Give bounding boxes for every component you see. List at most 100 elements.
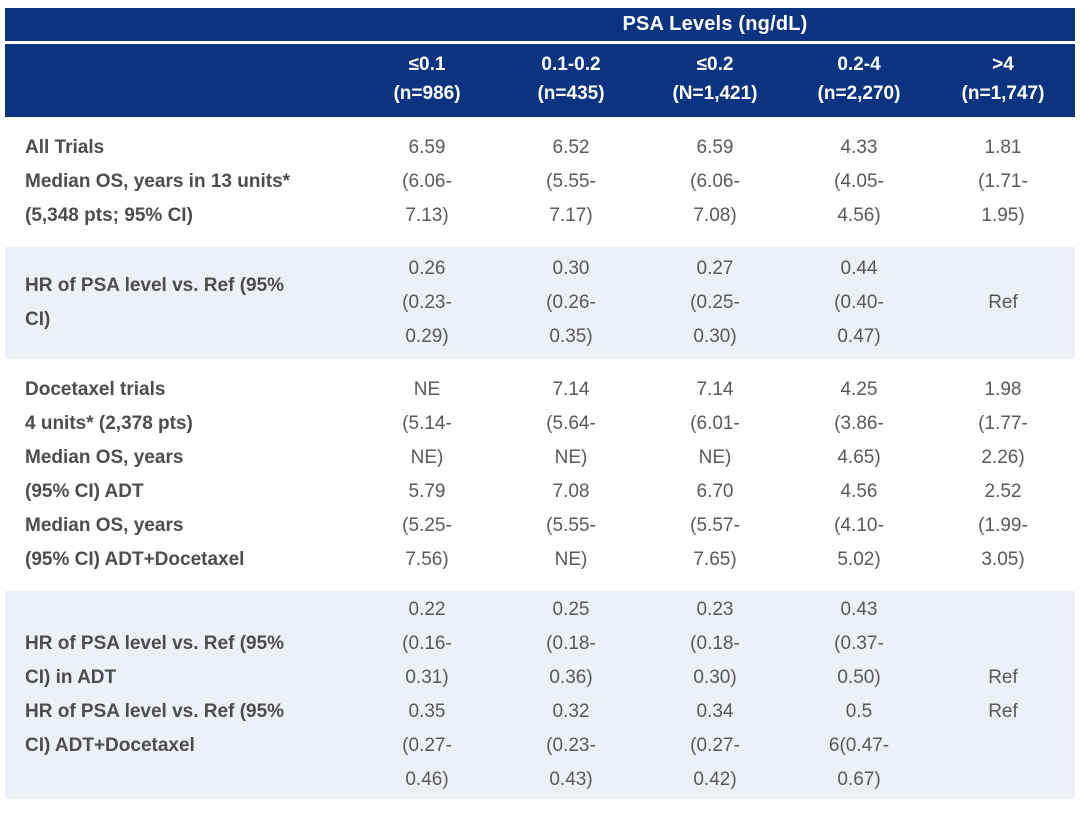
- value-line: (0.37-: [834, 633, 884, 654]
- value-line: 7.17): [549, 205, 593, 226]
- value-line: Ref: [988, 292, 1018, 313]
- value-line: 1.98: [984, 379, 1022, 400]
- row-label-line: CI) in ADT: [25, 667, 117, 688]
- table-title-band: PSA Levels (ng/dL): [5, 8, 1075, 41]
- column-headers: ≤0.1 (n=986) 0.1-0.2 (n=435) ≤0.2 (N=1,421) 0.…: [5, 44, 1075, 117]
- value-line: 0.26: [408, 258, 446, 279]
- value-line: 0.35): [549, 326, 593, 347]
- row-label-line: CI): [25, 309, 51, 330]
- table-title: PSA Levels (ng/dL): [622, 13, 808, 35]
- value-line: NE): [554, 549, 588, 570]
- row-label-line: HR of PSA level vs. Ref (95%: [25, 275, 285, 296]
- row-label: Docetaxel trials 4 units* (2,378 pts) Medi…: [5, 373, 355, 577]
- value-line: 0.42): [693, 769, 737, 790]
- value-cell-0: 0.26 (0.23- 0.29): [355, 252, 499, 354]
- value-cell-2: 0.23 (0.18- 0.30) 0.34 (0.27- 0.42): [643, 593, 787, 797]
- value-line: 0.50): [837, 667, 881, 688]
- value-line: (1.77-: [978, 413, 1028, 434]
- column-range: >4: [992, 54, 1014, 75]
- value-cell-1: 0.30 (0.26- 0.35): [499, 252, 643, 354]
- value-cell-0: 6.59 (6.06- 7.13): [355, 131, 499, 233]
- value-line: 0.67): [837, 769, 881, 790]
- value-cell-2: 7.14 (6.01- NE) 6.70 (5.57- 7.65): [643, 373, 787, 577]
- value-line: (5.64-: [546, 413, 596, 434]
- value-line: 7.14: [552, 379, 590, 400]
- value-line: 7.14: [696, 379, 734, 400]
- value-line: (0.23-: [402, 292, 452, 313]
- value-line: (0.25-: [690, 292, 740, 313]
- value-cell-0: 0.22 (0.16- 0.31) 0.35 (0.27- 0.46): [355, 593, 499, 797]
- value-line: (0.40-: [834, 292, 884, 313]
- value-line: 6.59: [408, 137, 446, 158]
- value-line: 3.05): [981, 549, 1025, 570]
- value-line: 0.25: [552, 599, 590, 620]
- value-line: (4.10-: [834, 515, 884, 536]
- value-cell-3: 0.44 (0.40- 0.47): [787, 252, 931, 354]
- column-header-spacer: [5, 50, 355, 108]
- value-line: 5.79: [408, 481, 446, 502]
- value-line: 6.59: [696, 137, 734, 158]
- value-line: (5.25-: [402, 515, 452, 536]
- value-line: 0.30: [552, 258, 590, 279]
- value-line: 0.43: [840, 599, 878, 620]
- value-cell-4: Ref: [931, 252, 1075, 354]
- value-line: 4.25: [840, 379, 878, 400]
- value-line: 7.08: [552, 481, 590, 502]
- value-cell-4: 1.81 (1.71- 1.95): [931, 131, 1075, 233]
- row-label: HR of PSA level vs. Ref (95% CI) in ADT HR…: [5, 593, 355, 797]
- value-line: Ref: [988, 667, 1018, 688]
- value-line: 7.56): [405, 549, 449, 570]
- value-line: 2.52: [984, 481, 1022, 502]
- row-label: All Trials Median OS, years in 13 units* (…: [5, 131, 355, 233]
- row-label-line: CI) ADT+Docetaxel: [25, 735, 195, 756]
- table-body: All Trials Median OS, years in 13 units* (…: [5, 117, 1075, 799]
- value-line: (6.06-: [690, 171, 740, 192]
- value-line: NE): [410, 447, 444, 468]
- value-line: (0.23-: [546, 735, 596, 756]
- value-line: 0.46): [405, 769, 449, 790]
- value-line: 0.5: [845, 701, 873, 722]
- value-cell-1: 6.52 (5.55- 7.17): [499, 131, 643, 233]
- value-line: 7.08): [693, 205, 737, 226]
- row-label-line: HR of PSA level vs. Ref (95%: [25, 633, 285, 654]
- row-label-line: (5,348 pts; 95% CI): [25, 205, 193, 226]
- value-line: 4.33: [840, 137, 878, 158]
- column-header-1: 0.1-0.2 (n=435): [499, 50, 643, 108]
- value-line: (0.18-: [690, 633, 740, 654]
- column-range: 0.2-4: [837, 54, 881, 75]
- value-cell-2: 0.27 (0.25- 0.30): [643, 252, 787, 354]
- value-line: (5.57-: [690, 515, 740, 536]
- row-label-line: HR of PSA level vs. Ref (95%: [25, 701, 285, 722]
- row-label-line: Median OS, years: [25, 515, 184, 536]
- value-line: NE): [698, 447, 732, 468]
- value-cell-3: 4.33 (4.05- 4.56): [787, 131, 931, 233]
- value-line: 0.43): [549, 769, 593, 790]
- table-row-docetaxel-trials-median-os: Docetaxel trials 4 units* (2,378 pts) Medi…: [5, 359, 1075, 591]
- column-range: ≤0.1: [408, 54, 446, 75]
- value-line: 0.30): [693, 667, 737, 688]
- value-cell-1: 7.14 (5.64- NE) 7.08 (5.55- NE): [499, 373, 643, 577]
- value-line: (5.14-: [402, 413, 452, 434]
- value-line: 6.70: [696, 481, 734, 502]
- value-line: 0.29): [405, 326, 449, 347]
- value-line: 6(0.47-: [828, 735, 890, 756]
- column-header-3: 0.2-4 (n=2,270): [787, 50, 931, 108]
- value-cell-0: NE (5.14- NE) 5.79 (5.25- 7.56): [355, 373, 499, 577]
- value-line: 2.26): [981, 447, 1025, 468]
- value-line: 0.47): [837, 326, 881, 347]
- value-line: 4.56: [840, 481, 878, 502]
- column-header-4: >4 (n=1,747): [931, 50, 1075, 108]
- value-line: 0.30): [693, 326, 737, 347]
- value-line: (0.27-: [402, 735, 452, 756]
- value-line: 0.35: [408, 701, 446, 722]
- row-label-line: (95% CI) ADT+Docetaxel: [25, 549, 245, 570]
- psa-levels-table: PSA Levels (ng/dL) ≤0.1 (n=986) 0.1-0.2 (n=…: [5, 8, 1075, 799]
- value-line: (1.99-: [978, 515, 1028, 536]
- column-n: (n=986): [393, 83, 461, 104]
- value-line: (4.05-: [834, 171, 884, 192]
- value-line: 0.22: [408, 599, 446, 620]
- value-line: 6.52: [552, 137, 590, 158]
- value-cell-3: 0.43 (0.37- 0.50) 0.5 6(0.47- 0.67): [787, 593, 931, 797]
- value-line: 0.32: [552, 701, 590, 722]
- value-line: NE): [554, 447, 588, 468]
